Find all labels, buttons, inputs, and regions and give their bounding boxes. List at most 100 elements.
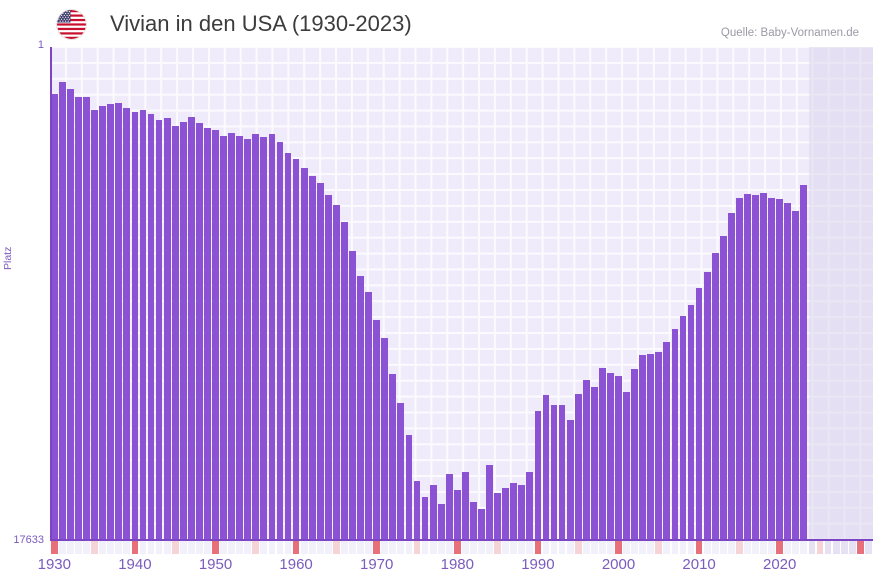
bar-2003[interactable]: [639, 355, 647, 540]
bar-2020[interactable]: [776, 199, 784, 540]
bar-1944[interactable]: [163, 118, 171, 540]
bar-1947[interactable]: [187, 117, 195, 540]
bar-2000[interactable]: [615, 376, 622, 540]
bar-2018[interactable]: [760, 193, 767, 540]
bar-1958[interactable]: [276, 142, 284, 540]
bar-1942[interactable]: [147, 114, 155, 540]
bar-2011[interactable]: [703, 272, 711, 540]
bar-1987[interactable]: [510, 483, 518, 540]
bar-1937[interactable]: [107, 104, 115, 540]
bar-1986[interactable]: [502, 488, 510, 540]
bar-1959[interactable]: [284, 153, 292, 540]
x-tick-2018: [760, 541, 767, 554]
bar-1953[interactable]: [236, 136, 244, 540]
bar-2007[interactable]: [671, 329, 679, 540]
bar-1993[interactable]: [558, 405, 566, 540]
bar-1977[interactable]: [429, 485, 437, 540]
bar-2002[interactable]: [631, 369, 639, 540]
bar-1965[interactable]: [333, 205, 340, 540]
bar-2004[interactable]: [647, 354, 655, 540]
bar-1957[interactable]: [268, 134, 276, 540]
bar-1997[interactable]: [590, 387, 598, 540]
bar-1968[interactable]: [357, 276, 364, 540]
bar-1973[interactable]: [397, 403, 405, 540]
bar-1960[interactable]: [292, 159, 300, 540]
bar-1978[interactable]: [437, 504, 445, 540]
plot-area: [50, 47, 873, 540]
bar-2023[interactable]: [800, 185, 808, 540]
bar-1982[interactable]: [470, 502, 477, 540]
bar-1976[interactable]: [421, 497, 429, 540]
bar-1974[interactable]: [405, 435, 413, 540]
x-tick-label-1990: 1990: [521, 556, 555, 573]
bar-2014[interactable]: [727, 213, 735, 540]
bar-2010[interactable]: [695, 288, 703, 540]
bar-1964[interactable]: [324, 195, 332, 540]
bar-1961[interactable]: [300, 168, 308, 540]
bar-1930[interactable]: [50, 94, 58, 540]
bar-1980[interactable]: [453, 490, 461, 540]
bar-1940[interactable]: [131, 112, 139, 540]
bar-1948[interactable]: [195, 123, 203, 540]
bar-1945[interactable]: [171, 126, 179, 540]
bar-1995[interactable]: [574, 394, 582, 540]
bar-1934[interactable]: [83, 97, 90, 540]
bar-1970[interactable]: [373, 320, 381, 540]
bar-1969[interactable]: [365, 292, 373, 540]
bar-1972[interactable]: [389, 374, 397, 540]
bar-1949[interactable]: [204, 128, 211, 540]
bar-1941[interactable]: [139, 110, 147, 540]
bar-1975[interactable]: [413, 481, 421, 540]
bar-2022[interactable]: [792, 211, 800, 540]
bar-1989[interactable]: [526, 472, 534, 540]
bar-1956[interactable]: [260, 137, 268, 540]
bar-1966[interactable]: [341, 222, 348, 540]
bar-2013[interactable]: [719, 236, 727, 540]
bar-1946[interactable]: [179, 122, 187, 540]
bar-1954[interactable]: [244, 139, 252, 540]
bar-1981[interactable]: [461, 472, 469, 540]
bar-2019[interactable]: [768, 198, 776, 540]
bar-1936[interactable]: [99, 106, 107, 540]
bar-1984[interactable]: [486, 465, 493, 540]
bar-1955[interactable]: [252, 134, 260, 540]
bar-1992[interactable]: [550, 405, 558, 540]
bar-1985[interactable]: [494, 493, 501, 540]
bar-2017[interactable]: [752, 195, 759, 540]
bar-1971[interactable]: [381, 338, 389, 540]
bar-1994[interactable]: [566, 420, 574, 540]
x-tick-1988: [518, 541, 526, 554]
bar-2016[interactable]: [744, 194, 751, 540]
bar-1979[interactable]: [445, 474, 453, 540]
bar-1996[interactable]: [582, 380, 590, 540]
bar-1951[interactable]: [220, 136, 227, 540]
bar-2001[interactable]: [623, 392, 630, 540]
x-tick-1963: [316, 541, 324, 554]
bar-2006[interactable]: [663, 342, 671, 540]
bar-1991[interactable]: [542, 395, 550, 540]
bar-1943[interactable]: [155, 120, 163, 540]
bar-2005[interactable]: [655, 352, 663, 540]
bar-1963[interactable]: [316, 183, 324, 540]
x-tick-2007: [671, 541, 679, 554]
bar-1998[interactable]: [598, 368, 606, 540]
bar-1931[interactable]: [58, 82, 66, 540]
bar-1990[interactable]: [534, 411, 542, 540]
bar-1999[interactable]: [607, 373, 614, 540]
bar-1988[interactable]: [518, 485, 526, 540]
bar-1962[interactable]: [308, 176, 316, 540]
bar-1950[interactable]: [212, 130, 219, 540]
bar-2021[interactable]: [784, 203, 792, 540]
bar-1935[interactable]: [91, 110, 98, 540]
bar-2015[interactable]: [736, 198, 743, 540]
bar-1952[interactable]: [228, 133, 236, 540]
bar-2008[interactable]: [679, 316, 687, 540]
bar-1932[interactable]: [67, 89, 74, 540]
bar-1938[interactable]: [115, 103, 123, 540]
bar-2012[interactable]: [711, 253, 719, 540]
bar-1967[interactable]: [349, 251, 356, 540]
bar-2009[interactable]: [687, 305, 695, 540]
bar-1939[interactable]: [123, 108, 131, 540]
bar-1983[interactable]: [478, 509, 485, 540]
bar-1933[interactable]: [75, 97, 82, 540]
